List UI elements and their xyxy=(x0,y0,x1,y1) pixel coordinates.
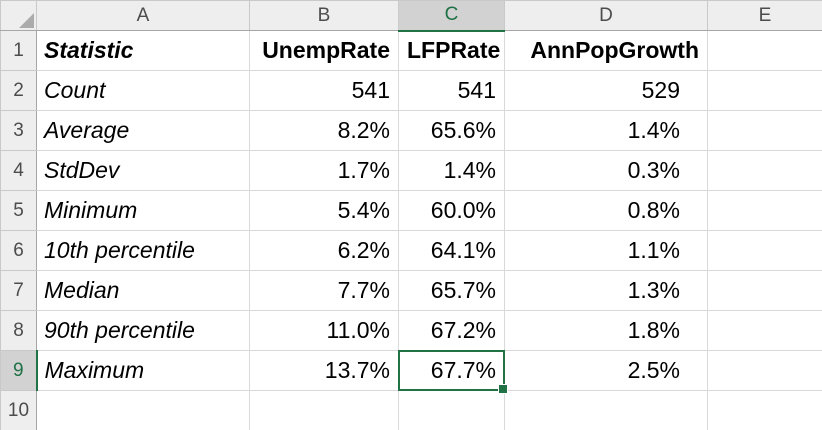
column-header-b[interactable]: B xyxy=(249,0,399,31)
row-header-1[interactable]: 1 xyxy=(0,30,37,71)
cell-A8[interactable]: 90th percentile xyxy=(36,310,250,351)
cell-A2[interactable]: Count xyxy=(36,70,250,111)
cell-B9[interactable]: 13.7% xyxy=(249,350,399,391)
cell-A4[interactable]: StdDev xyxy=(36,150,250,191)
row-header-4[interactable]: 4 xyxy=(0,150,37,191)
cell-B1[interactable]: UnempRate xyxy=(249,30,399,71)
row-header-2[interactable]: 2 xyxy=(0,70,37,111)
cell-E2[interactable] xyxy=(707,70,822,111)
cell-D2[interactable]: 529 xyxy=(504,70,708,111)
cell-C10[interactable] xyxy=(398,390,505,430)
cell-E9[interactable] xyxy=(707,350,822,391)
cell-A9[interactable]: Maximum xyxy=(36,350,250,391)
cell-A1[interactable]: Statistic xyxy=(36,30,250,71)
row-header-8[interactable]: 8 xyxy=(0,310,37,351)
cell-B5[interactable]: 5.4% xyxy=(249,190,399,231)
table-row: 7 Median 7.7% 65.7% 1.3% xyxy=(0,270,822,311)
cell-B2[interactable]: 541 xyxy=(249,70,399,111)
table-row: 8 90th percentile 11.0% 67.2% 1.8% xyxy=(0,310,822,351)
cell-C9-selected[interactable]: 67.7% xyxy=(398,350,509,395)
select-all-triangle-icon xyxy=(19,13,34,28)
cell-C4[interactable]: 1.4% xyxy=(398,150,505,191)
cell-B7[interactable]: 7.7% xyxy=(249,270,399,311)
table-row: 6 10th percentile 6.2% 64.1% 1.1% xyxy=(0,230,822,271)
cell-D9[interactable]: 2.5% xyxy=(504,350,708,391)
cell-D3[interactable]: 1.4% xyxy=(504,110,708,151)
cell-C8[interactable]: 67.2% xyxy=(398,310,505,351)
select-all-corner[interactable] xyxy=(0,0,37,31)
table-row: 2 Count 541 541 529 xyxy=(0,70,822,111)
column-header-e[interactable]: E xyxy=(707,0,822,31)
column-header-row: A B C D E xyxy=(0,0,822,32)
cell-C1[interactable]: LFPRate xyxy=(398,30,505,71)
row-header-10[interactable]: 10 xyxy=(0,390,37,430)
cell-E7[interactable] xyxy=(707,270,822,311)
cell-E1[interactable] xyxy=(707,30,822,71)
cell-B4[interactable]: 1.7% xyxy=(249,150,399,191)
table-row: 9 Maximum 13.7% 67.7% 2.5% xyxy=(0,350,822,395)
cell-B8[interactable]: 11.0% xyxy=(249,310,399,351)
column-header-a[interactable]: A xyxy=(36,0,250,31)
cell-D1[interactable]: AnnPopGrowth xyxy=(504,30,708,71)
row-header-7[interactable]: 7 xyxy=(0,270,37,311)
cell-E5[interactable] xyxy=(707,190,822,231)
cell-E10[interactable] xyxy=(707,390,822,430)
table-row: 3 Average 8.2% 65.6% 1.4% xyxy=(0,110,822,151)
cell-C6[interactable]: 64.1% xyxy=(398,230,505,271)
table-row: 10 xyxy=(0,390,822,430)
cell-A10[interactable] xyxy=(36,390,250,430)
cell-C2[interactable]: 541 xyxy=(398,70,505,111)
table-row: 5 Minimum 5.4% 60.0% 0.8% xyxy=(0,190,822,231)
table-row: 1 Statistic UnempRate LFPRate AnnPopGrow… xyxy=(0,30,822,71)
cell-D6[interactable]: 1.1% xyxy=(504,230,708,271)
cell-E4[interactable] xyxy=(707,150,822,191)
cell-E3[interactable] xyxy=(707,110,822,151)
row-header-9[interactable]: 9 xyxy=(0,350,38,391)
cell-D5[interactable]: 0.8% xyxy=(504,190,708,231)
cell-D7[interactable]: 1.3% xyxy=(504,270,708,311)
cell-A6[interactable]: 10th percentile xyxy=(36,230,250,271)
row-header-6[interactable]: 6 xyxy=(0,230,37,271)
cell-A7[interactable]: Median xyxy=(36,270,250,311)
cell-E8[interactable] xyxy=(707,310,822,351)
cell-E6[interactable] xyxy=(707,230,822,271)
cell-C7[interactable]: 65.7% xyxy=(398,270,505,311)
cell-A3[interactable]: Average xyxy=(36,110,250,151)
column-header-c[interactable]: C xyxy=(398,0,505,32)
row-header-3[interactable]: 3 xyxy=(0,110,37,151)
cell-B10[interactable] xyxy=(249,390,399,430)
column-header-d[interactable]: D xyxy=(504,0,708,31)
row-header-5[interactable]: 5 xyxy=(0,190,37,231)
cell-D8[interactable]: 1.8% xyxy=(504,310,708,351)
cell-C3[interactable]: 65.6% xyxy=(398,110,505,151)
cell-D10[interactable] xyxy=(504,390,708,430)
cell-A5[interactable]: Minimum xyxy=(36,190,250,231)
cell-D4[interactable]: 0.3% xyxy=(504,150,708,191)
table-row: 4 StdDev 1.7% 1.4% 0.3% xyxy=(0,150,822,191)
cell-B3[interactable]: 8.2% xyxy=(249,110,399,151)
cell-C5[interactable]: 60.0% xyxy=(398,190,505,231)
cell-B6[interactable]: 6.2% xyxy=(249,230,399,271)
